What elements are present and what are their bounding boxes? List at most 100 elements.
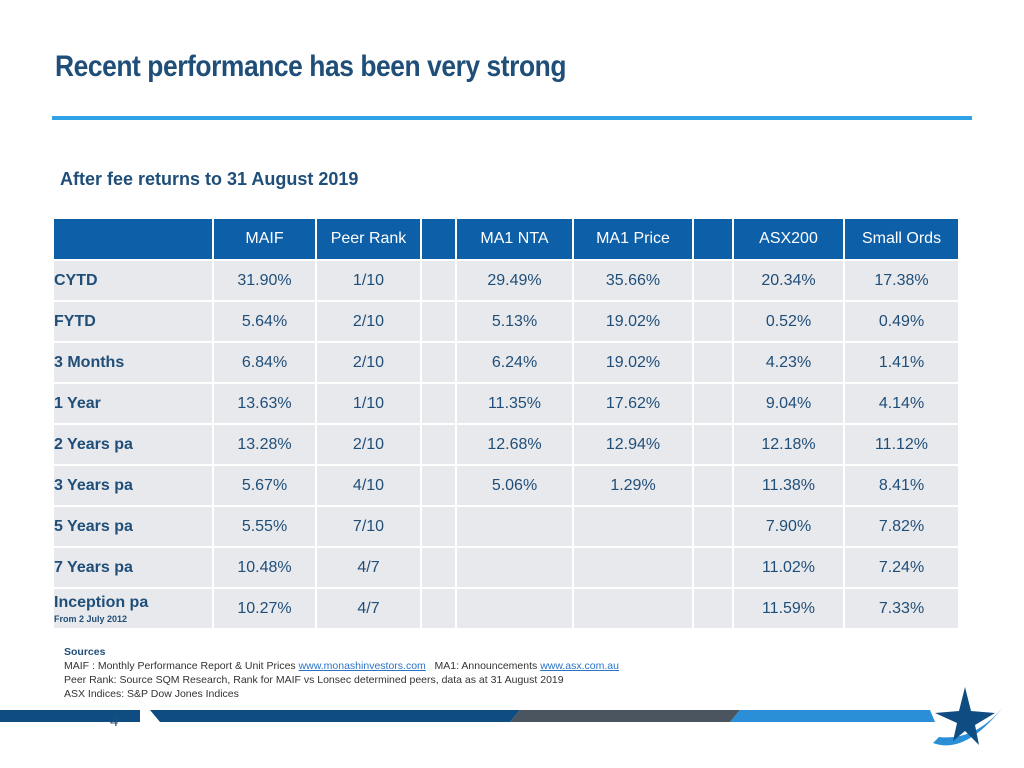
table-cell: 5.67% [214,466,315,505]
table-cell: 11.12% [845,425,958,464]
table-cell: 31.90% [214,261,315,300]
row-label: 7 Years pa [54,548,212,587]
row-label-text: 1 Year [54,394,101,412]
table-cell: 8.41% [845,466,958,505]
table-cell [457,548,572,587]
table-cell: 13.28% [214,425,315,464]
table-cell: 1/10 [317,261,420,300]
table-cell: 9.04% [734,384,843,423]
table-cell: 4.23% [734,343,843,382]
table-subtitle: After fee returns to 31 August 2019 [60,169,359,189]
table-cell: 19.02% [574,302,692,341]
header-cell-asx200: ASX200 [734,219,843,259]
row-label: 5 Years pa [54,507,212,546]
table-cell [574,507,692,546]
table-cell [457,589,572,628]
table-cell: 13.63% [214,384,315,423]
sources-text: MA1: Announcements [425,660,541,672]
row-label-text: Inception pa [54,593,149,611]
row-label-text: CYTD [54,271,98,289]
table-cell: 1.41% [845,343,958,382]
table-cell: 0.52% [734,302,843,341]
table-cell: 6.24% [457,343,572,382]
table-cell: 11.02% [734,548,843,587]
table-cell: 5.13% [457,302,572,341]
table-cell: 0.49% [845,302,958,341]
table-cell [694,425,732,464]
row-label-text: 5 Years pa [54,517,133,535]
table-cell: 6.84% [214,343,315,382]
table-cell: 11.35% [457,384,572,423]
header-cell-peer-rank: Peer Rank [317,219,420,259]
table-row: CYTD 31.90% 1/10 29.49% 35.66% 20.34% 17.38% [54,261,958,300]
row-label: 1 Year [54,384,212,423]
table-cell [694,589,732,628]
table-cell: 1.29% [574,466,692,505]
footer-stripe-dark [0,710,140,722]
table-cell: 20.34% [734,261,843,300]
table-cell: 7.24% [845,548,958,587]
table-cell: 29.49% [457,261,572,300]
row-label: 3 Years pa [54,466,212,505]
table-cell [694,466,732,505]
table-cell: 4.14% [845,384,958,423]
table-row: 3 Years pa 5.67% 4/10 5.06% 1.29% 11.38% 8.41% [54,466,958,505]
monash-link[interactable]: www.monashinvestors.com [298,660,426,672]
sources-line-2: Peer Rank: Source SQM Research, Rank for… [64,674,564,686]
logo-swoosh [933,707,1003,746]
row-label-text: 2 Years pa [54,435,133,453]
table-row: 2 Years pa 13.28% 2/10 12.68% 12.94% 12.18% 11… [54,425,958,464]
asx-link[interactable]: www.asx.com.au [540,660,619,672]
header-cell-spacer [694,219,732,259]
row-label: FYTD [54,302,212,341]
table-cell [422,384,455,423]
table-cell: 11.38% [734,466,843,505]
table-cell: 4/10 [317,466,420,505]
footer-stripe-light [730,710,935,722]
row-label: 2 Years pa [54,425,212,464]
table-row: 5 Years pa 5.55% 7/10 7.90% 7.82% [54,507,958,546]
header-cell-spacer [422,219,455,259]
row-label: Inception pa From 2 July 2012 [54,589,212,628]
table-row: 7 Years pa 10.48% 4/7 11.02% 7.24% [54,548,958,587]
table-cell [422,589,455,628]
table-row: 3 Months 6.84% 2/10 6.24% 19.02% 4.23% 1.41% [54,343,958,382]
table-cell: 10.48% [214,548,315,587]
table-cell: 12.68% [457,425,572,464]
footer-stripe-blue [150,710,520,722]
table-cell: 12.94% [574,425,692,464]
sources-text: MAIF : Monthly Performance Report & Unit… [64,660,299,672]
table-cell: 11.59% [734,589,843,628]
sources-note: Sources MAIF : Monthly Performance Repor… [64,645,619,701]
star-logo [933,687,1003,746]
table-cell [457,507,572,546]
table-cell [574,589,692,628]
footer-band [0,710,935,722]
header-cell-ma1-price: MA1 Price [574,219,692,259]
header-cell-maif: MAIF [214,219,315,259]
slide-title: Recent performance has been very strong [55,50,567,83]
table-cell [694,548,732,587]
table-cell: 7.33% [845,589,958,628]
table-cell [694,261,732,300]
page-number: 4 [110,713,119,730]
table-cell [694,302,732,341]
table-cell: 4/7 [317,548,420,587]
row-label-text: 3 Months [54,353,125,371]
table-cell: 5.55% [214,507,315,546]
table-cell: 1/10 [317,384,420,423]
table-cell: 5.06% [457,466,572,505]
table-cell: 7.90% [734,507,843,546]
row-label-text: 3 Years pa [54,476,133,494]
table-row: 1 Year 13.63% 1/10 11.35% 17.62% 9.04% 4.14% [54,384,958,423]
sources-line-1: MAIF : Monthly Performance Report & Unit… [64,659,619,673]
sources-heading: Sources [64,646,106,658]
table-header-row: MAIF Peer Rank MA1 NTA MA1 Price ASX200 … [54,219,958,259]
table-cell [422,261,455,300]
row-label: CYTD [54,261,212,300]
table-cell: 12.18% [734,425,843,464]
table-cell [422,548,455,587]
sources-line-3: ASX Indices: S&P Dow Jones Indices [64,688,239,700]
table-cell: 19.02% [574,343,692,382]
table-row: FYTD 5.64% 2/10 5.13% 19.02% 0.52% 0.49% [54,302,958,341]
